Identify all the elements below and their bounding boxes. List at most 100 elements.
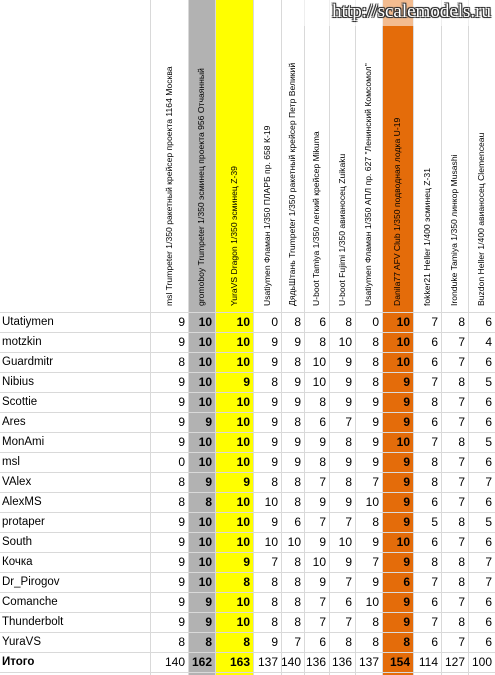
score-cell[interactable]: 8 xyxy=(345,435,352,449)
score-cell[interactable]: 8 xyxy=(372,355,379,369)
score-cell[interactable]: 9 xyxy=(178,595,185,609)
score-cell[interactable]: 8 xyxy=(243,575,250,589)
score-cell[interactable]: 8 xyxy=(271,595,278,609)
score-cell[interactable]: 9 xyxy=(178,555,185,569)
score-cell[interactable]: 10 xyxy=(338,335,352,349)
score-cell[interactable]: 7 xyxy=(458,355,465,369)
column-header[interactable]: Danila77 AFV Club 1/350 подводная лодка … xyxy=(382,0,413,312)
score-cell[interactable]: 8 xyxy=(271,575,278,589)
score-cell[interactable]: 7 xyxy=(431,315,438,329)
score-cell[interactable]: 6 xyxy=(431,535,438,549)
score-cell[interactable]: 8 xyxy=(205,635,212,649)
score-cell[interactable]: 6 xyxy=(485,395,492,409)
score-cell[interactable]: 7 xyxy=(458,635,465,649)
score-cell[interactable]: 9 xyxy=(403,455,410,469)
score-cell[interactable]: 6 xyxy=(319,315,326,329)
score-cell[interactable]: 6 xyxy=(431,595,438,609)
score-cell[interactable]: 5 xyxy=(485,515,492,529)
column-header[interactable]: fokker21 Heller 1/400 эсминец Z-31 xyxy=(413,0,441,312)
total-cell[interactable]: 137 xyxy=(257,655,278,669)
score-cell[interactable]: 10 xyxy=(365,595,379,609)
score-cell[interactable]: 5 xyxy=(485,435,492,449)
score-cell[interactable]: 10 xyxy=(365,495,379,509)
score-cell[interactable]: 7 xyxy=(319,595,326,609)
score-cell[interactable]: 9 xyxy=(319,535,326,549)
score-cell[interactable]: 6 xyxy=(431,415,438,429)
score-cell[interactable]: 7 xyxy=(431,375,438,389)
row-name[interactable]: Scottie xyxy=(2,396,38,408)
score-cell[interactable]: 8 xyxy=(458,555,465,569)
score-cell[interactable]: 7 xyxy=(485,575,492,589)
score-cell[interactable]: 6 xyxy=(485,635,492,649)
score-cell[interactable]: 9 xyxy=(294,435,301,449)
score-cell[interactable]: 9 xyxy=(372,395,379,409)
score-cell[interactable]: 8 xyxy=(294,555,301,569)
score-cell[interactable]: 10 xyxy=(396,315,410,329)
column-header[interactable]: U-boot Fujimi 1/350 авианосец Zuikaku xyxy=(329,0,355,312)
score-cell[interactable]: 7 xyxy=(372,475,379,489)
score-cell[interactable]: 9 xyxy=(271,515,278,529)
score-cell[interactable]: 9 xyxy=(178,375,185,389)
score-cell[interactable]: 9 xyxy=(345,395,352,409)
score-cell[interactable]: 8 xyxy=(271,615,278,629)
score-cell[interactable]: 5 xyxy=(431,515,438,529)
score-cell[interactable]: 8 xyxy=(431,395,438,409)
score-cell[interactable]: 8 xyxy=(319,335,326,349)
score-cell[interactable]: 7 xyxy=(458,335,465,349)
score-cell[interactable]: 10 xyxy=(198,515,212,529)
score-cell[interactable]: 8 xyxy=(458,575,465,589)
total-cell[interactable]: 114 xyxy=(418,655,438,669)
score-cell[interactable]: 6 xyxy=(485,455,492,469)
score-cell[interactable]: 4 xyxy=(485,335,492,349)
score-cell[interactable]: 10 xyxy=(312,555,326,569)
score-cell[interactable]: 8 xyxy=(205,495,212,509)
score-cell[interactable]: 9 xyxy=(403,395,410,409)
score-cell[interactable]: 9 xyxy=(271,455,278,469)
score-cell[interactable]: 8 xyxy=(372,615,379,629)
column-header[interactable]: msl Trumpeter 1/350 ракетный крейсер про… xyxy=(150,0,188,312)
score-cell[interactable]: 9 xyxy=(294,455,301,469)
score-cell[interactable]: 10 xyxy=(198,335,212,349)
score-cell[interactable]: 9 xyxy=(372,435,379,449)
score-cell[interactable]: 9 xyxy=(403,495,410,509)
score-cell[interactable]: 8 xyxy=(178,495,185,509)
score-cell[interactable]: 8 xyxy=(431,555,438,569)
score-cell[interactable]: 7 xyxy=(345,415,352,429)
score-cell[interactable]: 8 xyxy=(431,455,438,469)
score-cell[interactable]: 10 xyxy=(198,375,212,389)
score-cell[interactable]: 0 xyxy=(372,315,379,329)
score-cell[interactable]: 7 xyxy=(458,535,465,549)
score-cell[interactable]: 10 xyxy=(264,495,278,509)
score-cell[interactable]: 7 xyxy=(431,575,438,589)
score-cell[interactable]: 8 xyxy=(294,595,301,609)
score-cell[interactable]: 7 xyxy=(372,555,379,569)
score-cell[interactable]: 7 xyxy=(345,575,352,589)
score-cell[interactable]: 8 xyxy=(458,615,465,629)
score-cell[interactable]: 8 xyxy=(458,315,465,329)
score-cell[interactable]: 7 xyxy=(345,515,352,529)
score-cell[interactable]: 10 xyxy=(338,535,352,549)
score-cell[interactable]: 10 xyxy=(198,555,212,569)
score-cell[interactable]: 9 xyxy=(403,555,410,569)
score-cell[interactable]: 7 xyxy=(458,455,465,469)
score-cell[interactable]: 9 xyxy=(372,415,379,429)
score-cell[interactable]: 6 xyxy=(485,595,492,609)
score-cell[interactable]: 6 xyxy=(431,355,438,369)
row-name[interactable]: South xyxy=(2,536,33,548)
score-cell[interactable]: 10 xyxy=(198,435,212,449)
row-name[interactable]: YuraVS xyxy=(2,636,41,648)
row-name[interactable]: VAlex xyxy=(2,476,32,488)
score-cell[interactable]: 10 xyxy=(198,355,212,369)
score-cell[interactable]: 9 xyxy=(178,315,185,329)
row-name[interactable]: msl xyxy=(2,456,20,468)
score-cell[interactable]: 10 xyxy=(236,395,250,409)
score-cell[interactable]: 9 xyxy=(178,415,185,429)
score-cell[interactable]: 7 xyxy=(319,615,326,629)
score-cell[interactable]: 8 xyxy=(458,375,465,389)
row-name[interactable]: motzkin xyxy=(2,336,42,348)
score-cell[interactable]: 9 xyxy=(178,535,185,549)
column-header[interactable]: Buzdon Heller 1/400 авианосец Clemenceau xyxy=(468,0,495,312)
row-name[interactable]: Dr_Pirogov xyxy=(2,576,60,588)
score-cell[interactable]: 8 xyxy=(431,475,438,489)
score-cell[interactable]: 9 xyxy=(294,335,301,349)
